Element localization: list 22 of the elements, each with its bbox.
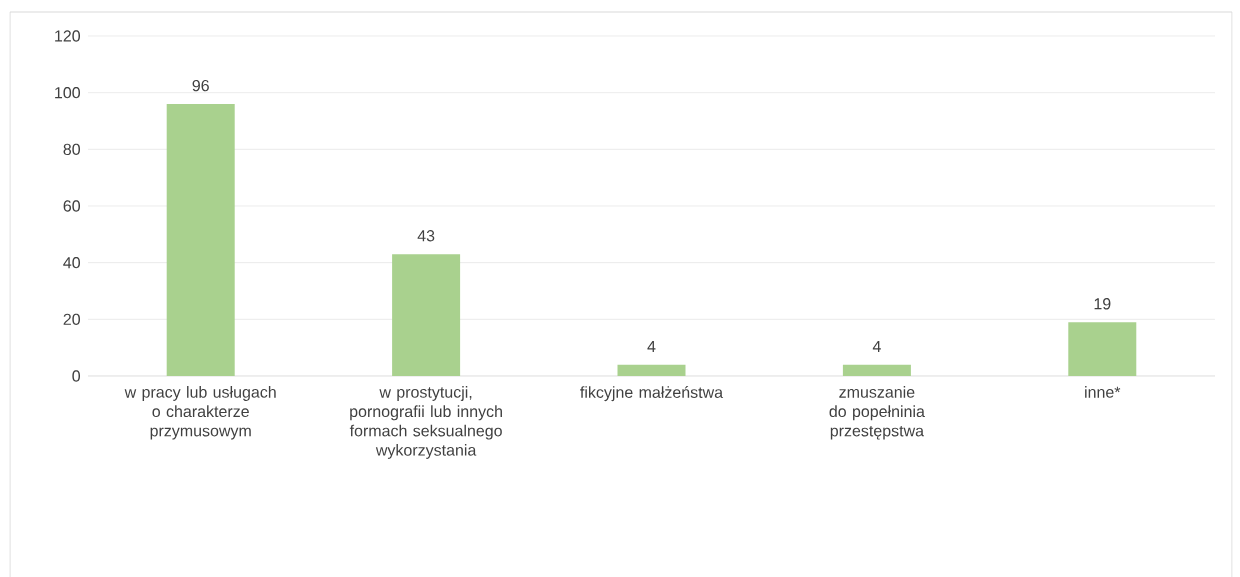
data-label: 96	[192, 79, 209, 92]
y-tick-label: 0	[72, 370, 81, 382]
x-tick-label: w prostytucji, pornografii lub innych formach seksualnego wykorzystania	[349, 386, 502, 459]
y-tick-label: 60	[63, 200, 81, 212]
x-tick-label: fikcyjne małżeństwa	[580, 386, 724, 402]
data-label: 4	[647, 340, 656, 352]
x-tick-label: zmuszanie do popełninia przestępstwa	[829, 386, 925, 440]
data-label: 4	[872, 340, 881, 352]
bar	[842, 364, 911, 376]
y-tick-label: 80	[63, 143, 81, 155]
x-tick-label: w pracy lub usługach o charakterze przymusowym	[124, 386, 276, 440]
bar	[617, 364, 686, 376]
bar	[166, 103, 235, 376]
x-tick-label: inne*	[1085, 386, 1121, 398]
y-tick-label: 120	[55, 30, 81, 42]
bar	[1068, 322, 1137, 376]
y-tick-label: 100	[55, 87, 81, 99]
y-tick-label: 40	[63, 257, 81, 269]
bar	[392, 254, 461, 376]
data-label: 43	[417, 230, 435, 242]
y-tick-label: 20	[63, 313, 81, 325]
data-label: 19	[1094, 298, 1111, 310]
